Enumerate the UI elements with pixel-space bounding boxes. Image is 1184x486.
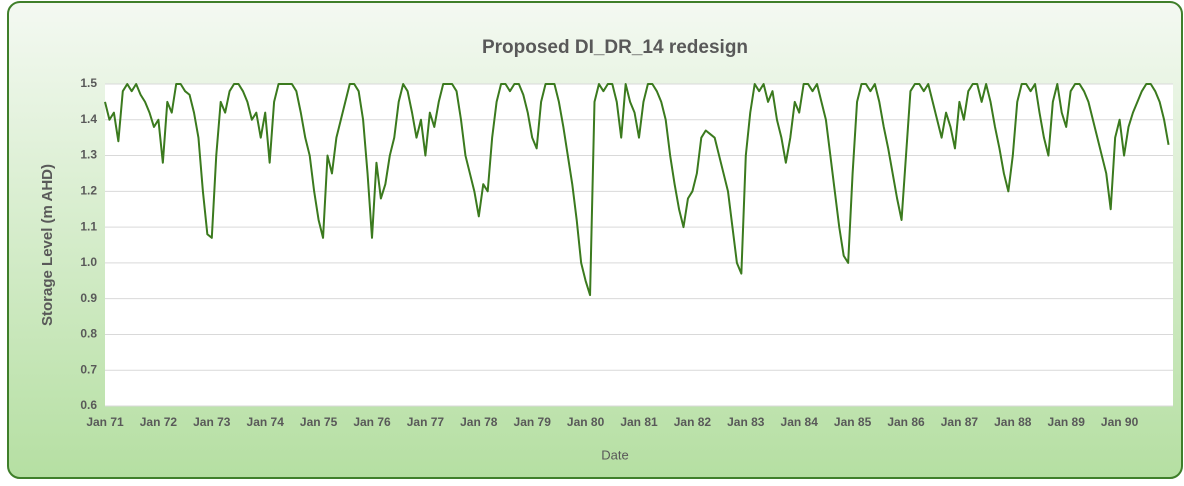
x-tick-label: Jan 87 [941, 415, 979, 429]
x-tick-label: Jan 78 [460, 415, 498, 429]
x-tick-label: Jan 89 [1048, 415, 1086, 429]
y-tick-label: 0.9 [80, 291, 97, 305]
y-tick-label: 1.4 [80, 112, 97, 126]
x-tick-label: Jan 81 [620, 415, 658, 429]
y-tick-label: 0.8 [80, 327, 97, 341]
y-tick-label: 1.3 [80, 148, 97, 162]
y-tick-label: 0.7 [80, 362, 97, 376]
y-tick-label: 0.6 [80, 398, 97, 412]
data-line [104, 83, 1170, 297]
y-tick-label: 1.1 [80, 219, 97, 233]
x-tick-label: Jan 74 [247, 415, 285, 429]
x-tick-label: Jan 71 [86, 415, 124, 429]
x-tick-label: Jan 77 [407, 415, 445, 429]
x-tick-label: Jan 79 [514, 415, 552, 429]
x-tick-label: Jan 88 [994, 415, 1032, 429]
x-tick-label: Jan 72 [140, 415, 178, 429]
y-axis-label: Storage Level (m AHD) [39, 164, 56, 326]
x-tick-label: Jan 83 [727, 415, 765, 429]
y-tick-label: 1.0 [80, 255, 97, 269]
y-tick-label: 1.2 [80, 184, 97, 198]
x-tick-label: Jan 75 [300, 415, 338, 429]
y-tick-label: 1.5 [80, 76, 97, 90]
x-tick-label: Jan 80 [567, 415, 605, 429]
x-tick-label: Jan 84 [781, 415, 819, 429]
x-tick-label: Jan 73 [193, 415, 231, 429]
x-tick-label: Jan 82 [674, 415, 712, 429]
x-tick-label: Jan 76 [353, 415, 391, 429]
x-tick-label: Jan 90 [1101, 415, 1139, 429]
x-axis-label: Date [601, 447, 628, 462]
x-tick-label: Jan 86 [887, 415, 925, 429]
x-tick-label: Jan 85 [834, 415, 872, 429]
chart-title: Proposed DI_DR_14 redesign [482, 37, 748, 58]
